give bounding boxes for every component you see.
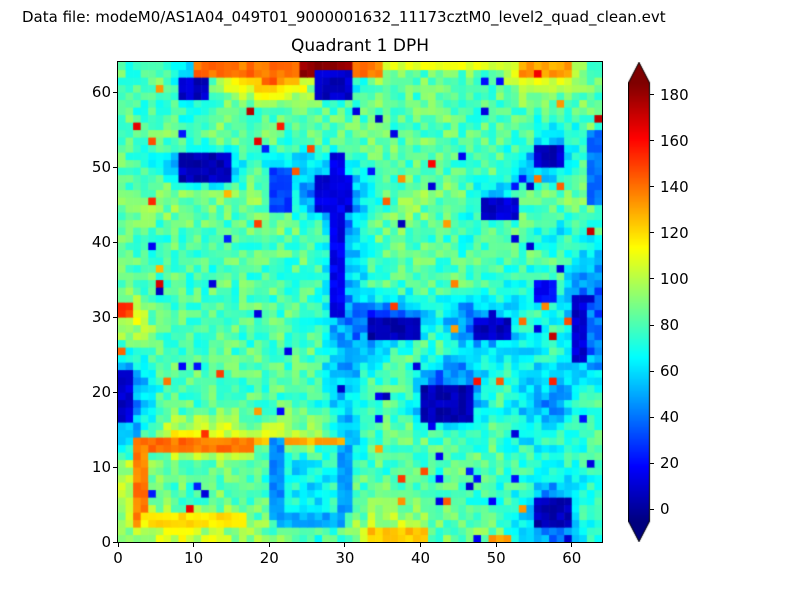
y-tick-mark bbox=[113, 316, 117, 318]
colorbar-tick-label: 140 bbox=[660, 177, 689, 196]
y-tick-label: 20 bbox=[91, 383, 111, 401]
x-tick-label: 20 bbox=[259, 549, 279, 567]
colorbar-tick-label: 160 bbox=[660, 131, 689, 150]
x-tick-label: 60 bbox=[562, 549, 582, 567]
colorbar bbox=[628, 62, 658, 542]
x-tick-mark bbox=[420, 543, 421, 547]
colorbar-tick-mark bbox=[650, 232, 654, 234]
x-tick-label: 10 bbox=[184, 549, 204, 567]
colorbar-tick-label: 100 bbox=[660, 269, 689, 288]
y-tick-mark bbox=[113, 541, 117, 543]
y-tick-label: 30 bbox=[91, 308, 111, 326]
y-tick-mark bbox=[113, 466, 117, 468]
colorbar-tick-mark bbox=[650, 324, 654, 326]
x-tick-label: 0 bbox=[113, 549, 123, 567]
y-tick-label: 10 bbox=[91, 458, 111, 476]
colorbar-tick-mark bbox=[650, 278, 654, 280]
y-tick-mark bbox=[113, 166, 117, 168]
colorbar-tick-label: 20 bbox=[660, 454, 680, 473]
colorbar-tick-mark bbox=[650, 416, 654, 418]
y-tick-mark bbox=[113, 241, 117, 243]
x-tick-mark bbox=[117, 543, 119, 547]
x-tick-mark bbox=[193, 543, 195, 547]
colorbar-tick-mark bbox=[650, 140, 654, 142]
colorbar-tick-label: 0 bbox=[660, 500, 670, 519]
x-tick-label: 30 bbox=[335, 549, 355, 567]
colorbar-tick-mark bbox=[650, 462, 654, 464]
x-tick-label: 50 bbox=[486, 549, 506, 567]
y-tick-label: 60 bbox=[91, 83, 111, 101]
colorbar-tick-label: 80 bbox=[660, 316, 680, 335]
colorbar-tick-label: 40 bbox=[660, 408, 680, 427]
data-file-header: Data file: modeM0/AS1A04_049T01_90000016… bbox=[22, 8, 666, 26]
colorbar-tick-label: 120 bbox=[660, 223, 689, 242]
colorbar-tick-mark bbox=[650, 370, 654, 372]
y-tick-label: 40 bbox=[91, 233, 111, 251]
colorbar-tick-mark bbox=[650, 186, 654, 188]
y-tick-label: 50 bbox=[91, 158, 111, 176]
colorbar-tick-mark bbox=[650, 94, 654, 96]
colorbar-tick-label: 180 bbox=[660, 85, 689, 104]
chart-title: Quadrant 1 DPH bbox=[291, 36, 429, 56]
y-tick-mark bbox=[113, 91, 117, 93]
heatmap-plot bbox=[117, 61, 603, 543]
x-tick-mark bbox=[344, 543, 346, 547]
colorbar-tick-mark bbox=[650, 508, 654, 510]
x-tick-label: 40 bbox=[410, 549, 431, 567]
x-tick-mark bbox=[268, 543, 270, 547]
colorbar-tick-label: 60 bbox=[660, 362, 680, 381]
x-tick-mark bbox=[571, 543, 573, 547]
y-tick-label: 0 bbox=[101, 533, 111, 551]
x-tick-mark bbox=[495, 543, 497, 547]
y-tick-mark bbox=[113, 391, 117, 393]
